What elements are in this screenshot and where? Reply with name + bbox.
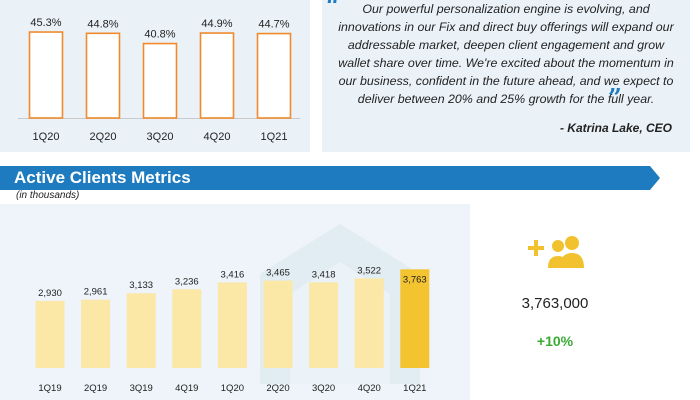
clients-bar: [217, 282, 247, 368]
clients-bar-label: 3,236: [175, 276, 199, 287]
clients-category-label: 4Q20: [358, 383, 381, 394]
margin-bar-label: 44.8%: [87, 18, 118, 30]
margin-bar-label: 45.3%: [30, 17, 61, 29]
kpi-growth: +10%: [536, 333, 574, 349]
clients-bar: [263, 280, 293, 368]
clients-category-label: 2Q19: [84, 383, 107, 394]
clients-bar-label: 3,763: [403, 274, 427, 285]
kpi-value: 3,763,000: [521, 295, 589, 312]
margin-category-label: 1Q21: [261, 131, 288, 143]
clients-bar-label: 3,416: [221, 269, 245, 280]
margin-bar-label: 44.9%: [201, 18, 232, 30]
clients-bar-label: 2,930: [38, 288, 62, 299]
margin-bar: [256, 32, 292, 119]
section-title: Active Clients Metrics: [14, 168, 191, 187]
quote-author: - Katrina Lake, CEO: [559, 121, 672, 135]
open-quote-icon: “: [326, 0, 340, 20]
clients-category-label: 2Q20: [266, 383, 289, 394]
clients-chart: 2,930 1Q19 2,961 2Q19 3,133 3Q19 3,236 4Q19 3,41…: [35, 224, 430, 394]
quote-panel: “ Our powerful personalization engine is…: [322, 0, 690, 152]
clients-bar: [400, 269, 430, 368]
clients-bar-label: 3,133: [129, 280, 153, 291]
clients-bar: [172, 289, 202, 368]
margin-chart: 45.3% 1Q20 44.8% 2Q20 40.8% 3Q20 44.9% 4Q20 44.7…: [18, 17, 300, 143]
margin-bar-label: 44.7%: [258, 19, 289, 31]
quote-text: Our powerful personalization engine is e…: [338, 2, 674, 106]
clients-category-label: 1Q20: [221, 383, 244, 394]
clients-category-label: 1Q19: [38, 383, 61, 394]
clients-bar: [126, 293, 156, 368]
section-banner: [0, 166, 660, 190]
margin-category-label: 3Q20: [147, 131, 174, 143]
close-quote-icon: ”: [608, 83, 622, 112]
margin-category-label: 2Q20: [90, 131, 117, 143]
section-subtitle: (in thousands): [16, 190, 80, 201]
margin-bar: [142, 42, 178, 119]
clients-category-label: 3Q20: [312, 383, 335, 394]
clients-bar: [309, 282, 339, 368]
clients-bar: [354, 278, 384, 368]
clients-bar: [35, 300, 65, 368]
margin-bar: [199, 32, 235, 119]
clients-bar-label: 3,465: [266, 268, 290, 279]
margin-bar-label: 40.8%: [144, 29, 175, 41]
margin-category-label: 4Q20: [204, 131, 231, 143]
clients-category-label: 4Q19: [175, 383, 198, 394]
margin-bar: [85, 32, 121, 119]
margin-category-label: 1Q20: [33, 131, 60, 143]
clients-bar: [81, 299, 111, 368]
clients-bar-label: 3,522: [357, 265, 381, 276]
clients-category-label: 1Q21: [403, 383, 426, 394]
add-users-icon: [528, 236, 584, 268]
clients-category-label: 3Q19: [130, 383, 153, 394]
clients-bar-label: 3,418: [312, 269, 336, 280]
margin-bar: [28, 31, 64, 119]
clients-bar-label: 2,961: [84, 287, 108, 298]
